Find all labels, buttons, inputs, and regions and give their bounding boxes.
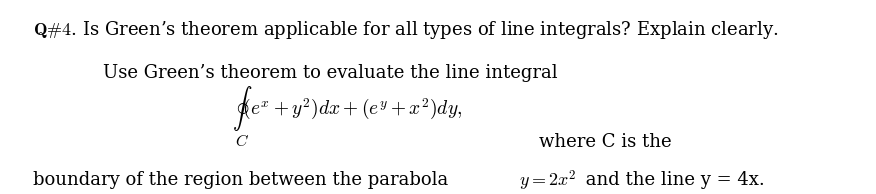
Text: where C is the: where C is the (539, 133, 671, 151)
Text: $C$: $C$ (235, 133, 249, 150)
Text: boundary of the region between the parabola: boundary of the region between the parab… (33, 171, 455, 189)
Text: $\oint(e^x + y^2)dx + (e^y + x^2)dy,$: $\oint(e^x + y^2)dx + (e^y + x^2)dy,$ (232, 84, 463, 133)
Text: Use Green’s theorem to evaluate the line integral: Use Green’s theorem to evaluate the line… (103, 64, 558, 82)
Text: and the line y = 4x.: and the line y = 4x. (580, 171, 765, 189)
Text: $\mathbf{Q\#4}$. Is Green’s theorem applicable for all types of line integrals? : $\mathbf{Q\#4}$. Is Green’s theorem appl… (33, 19, 779, 41)
Text: $y = 2x^2$: $y = 2x^2$ (519, 168, 577, 193)
